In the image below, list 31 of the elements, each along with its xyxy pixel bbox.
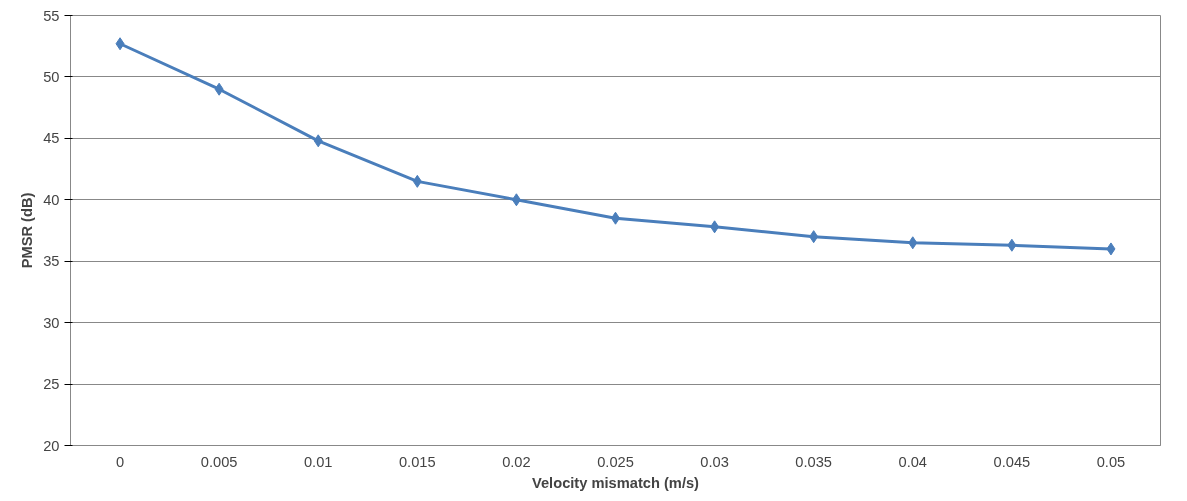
y-tick-label: 35 xyxy=(43,253,60,270)
y-tick-label: 30 xyxy=(43,314,60,331)
point xyxy=(313,134,323,148)
point xyxy=(511,193,521,207)
x-tick-label: 0.02 xyxy=(502,453,531,470)
y-tick-label: 40 xyxy=(43,191,60,208)
x-tick-label: 0.03 xyxy=(700,453,729,470)
y-tick-label: 55 xyxy=(43,7,60,24)
y-axis-title: PMSR (dB) xyxy=(19,192,36,269)
x-tick-label: 0.045 xyxy=(993,453,1031,470)
y-tick-label: 20 xyxy=(43,437,60,454)
x-tick-label: 0.025 xyxy=(597,453,634,470)
y-tick-label: 50 xyxy=(43,68,60,85)
x-tick-label: 0.04 xyxy=(898,453,928,470)
point xyxy=(809,230,819,244)
x-tick-label: 0.05 xyxy=(1096,453,1126,470)
x-tick-label: 0.035 xyxy=(795,453,833,470)
x-tick-label: 0 xyxy=(115,453,125,470)
point xyxy=(214,82,224,96)
point xyxy=(710,220,720,234)
x-tick-label: 0.01 xyxy=(303,453,333,470)
point xyxy=(1007,238,1017,252)
x-axis-title: Velocity mismatch (m/s) xyxy=(532,474,700,491)
point xyxy=(908,236,918,250)
y-tick-label: 25 xyxy=(43,376,60,393)
y-tick-label: 45 xyxy=(43,130,60,147)
x-tick-label: 0.015 xyxy=(398,453,436,470)
point xyxy=(412,174,422,188)
x-tick-label: 0.005 xyxy=(200,453,238,470)
point xyxy=(1106,242,1116,256)
point xyxy=(115,37,125,51)
